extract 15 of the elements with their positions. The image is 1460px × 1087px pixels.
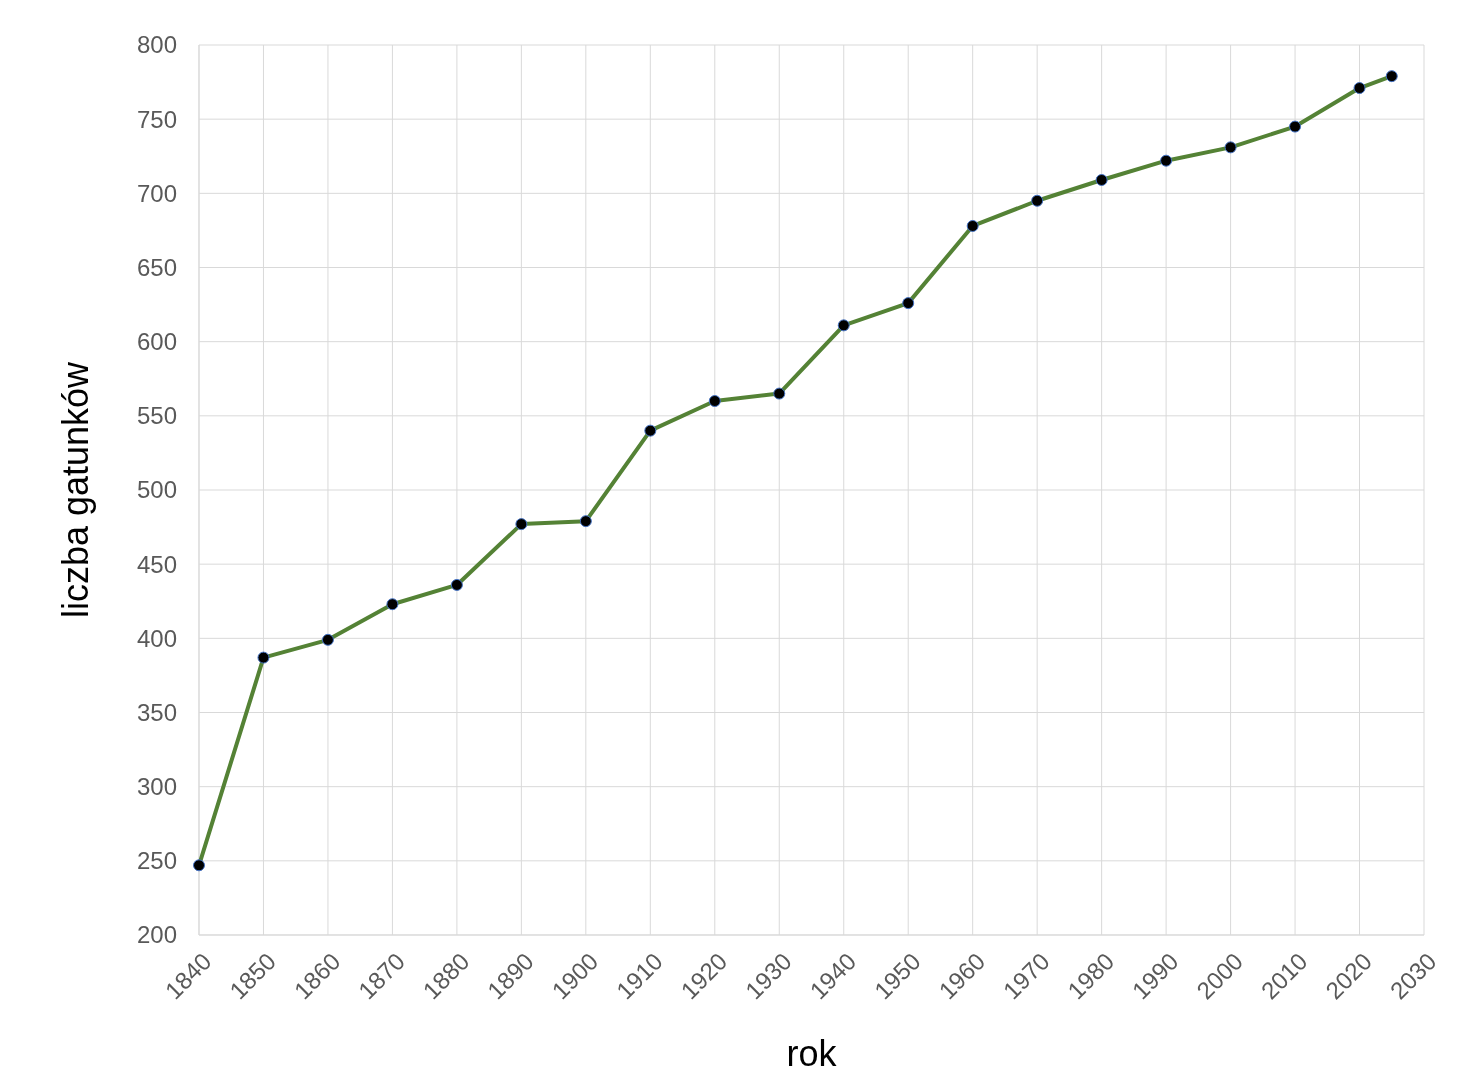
y-tick-label: 500: [136, 476, 177, 504]
y-tick-label: 450: [136, 550, 177, 578]
y-tick-label: 250: [136, 847, 177, 875]
y-tick-label: 750: [136, 105, 177, 133]
y-tick-label: 650: [136, 253, 177, 281]
y-tick-label: 800: [136, 31, 177, 59]
y-tick-label: 600: [136, 328, 177, 356]
y-tick-label: 200: [136, 921, 177, 949]
y-tick-label: 550: [136, 402, 177, 430]
y-tick-label: 700: [136, 179, 177, 207]
y-tick-label: 400: [136, 624, 177, 652]
y-tick-label: 350: [136, 698, 177, 726]
y-axis-title: liczba gatunków: [55, 360, 96, 619]
x-axis-title: rok: [786, 1033, 838, 1074]
y-tick-label: 300: [136, 773, 177, 801]
